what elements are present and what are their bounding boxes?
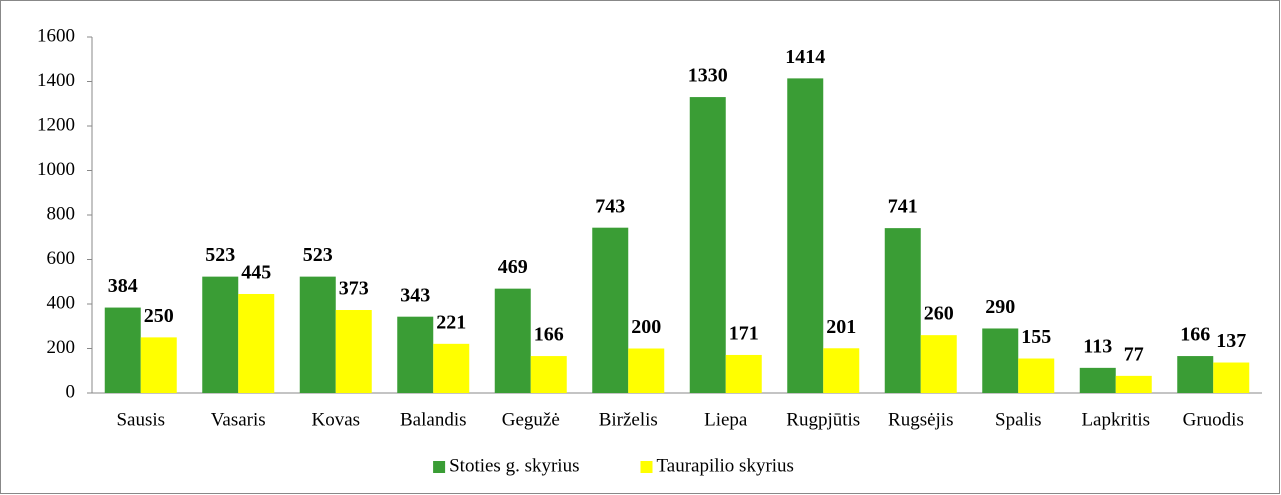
value-label: 445 xyxy=(241,262,271,284)
bar xyxy=(494,288,531,393)
bar xyxy=(920,335,957,393)
x-tick-label: Gruodis xyxy=(1183,409,1244,430)
y-tick-label: 200 xyxy=(47,337,76,358)
value-label: 171 xyxy=(729,323,759,345)
bar xyxy=(884,228,921,393)
legend-label: Taurapilio skyrius xyxy=(657,455,794,476)
bar xyxy=(628,348,665,393)
bar xyxy=(299,276,336,393)
x-tick-label: Sausis xyxy=(116,409,165,430)
y-tick-label: 400 xyxy=(47,292,76,313)
bar xyxy=(689,97,726,393)
bar xyxy=(140,337,177,393)
legend-swatch xyxy=(433,461,446,473)
value-label: 113 xyxy=(1083,335,1112,357)
x-tick-label: Kovas xyxy=(311,409,360,430)
legend-label: Stoties g. skyrius xyxy=(449,455,579,476)
bar xyxy=(823,348,860,393)
bar xyxy=(592,227,629,393)
bar xyxy=(397,316,434,393)
y-tick-label: 1600 xyxy=(37,25,75,46)
y-tick-label: 0 xyxy=(66,381,76,402)
x-tick-label: Gegužė xyxy=(502,409,560,430)
bar xyxy=(433,343,470,393)
value-label: 343 xyxy=(400,284,430,306)
value-label: 1414 xyxy=(785,46,825,68)
value-label: 137 xyxy=(1216,330,1246,352)
bar xyxy=(1213,362,1250,393)
value-label: 373 xyxy=(339,278,369,300)
value-label: 221 xyxy=(436,311,466,333)
bar xyxy=(335,310,372,393)
y-tick-label: 1400 xyxy=(37,70,75,91)
bar xyxy=(787,78,824,393)
value-label: 166 xyxy=(1180,324,1210,346)
value-label: 290 xyxy=(985,296,1015,318)
value-label: 1330 xyxy=(688,65,728,87)
value-label: 250 xyxy=(144,305,174,327)
bar xyxy=(1079,367,1116,393)
x-tick-label: Balandis xyxy=(400,409,467,430)
x-tick-label: Spalis xyxy=(995,409,1041,430)
value-label: 743 xyxy=(595,195,625,217)
bar xyxy=(104,307,141,393)
value-label: 523 xyxy=(303,244,333,266)
value-label: 741 xyxy=(888,196,918,218)
x-tick-label: Vasaris xyxy=(211,409,266,430)
x-tick-label: Rugpjūtis xyxy=(786,409,860,430)
bar xyxy=(530,356,567,393)
x-tick-label: Liepa xyxy=(704,409,748,430)
legend-swatch xyxy=(640,461,653,473)
bar xyxy=(982,328,1019,393)
bar xyxy=(1115,375,1152,393)
value-label: 384 xyxy=(108,275,138,297)
value-label: 260 xyxy=(924,303,954,325)
y-tick-label: 1000 xyxy=(37,159,75,180)
value-label: 523 xyxy=(205,244,235,266)
value-label: 469 xyxy=(498,256,528,278)
y-tick-label: 1200 xyxy=(37,114,75,135)
value-label: 155 xyxy=(1021,326,1051,348)
bar xyxy=(725,354,762,393)
value-label: 166 xyxy=(534,324,564,346)
bar xyxy=(238,293,275,393)
x-tick-label: Rugsėjis xyxy=(888,409,953,430)
value-label: 200 xyxy=(631,316,661,338)
value-label: 201 xyxy=(826,316,856,338)
y-tick-label: 800 xyxy=(47,203,76,224)
x-tick-label: Birželis xyxy=(599,409,658,430)
x-tick-label: Lapkritis xyxy=(1081,409,1150,430)
bar xyxy=(202,276,239,393)
bar xyxy=(1018,358,1055,393)
value-label: 77 xyxy=(1124,343,1144,365)
y-tick-label: 600 xyxy=(47,248,76,269)
bar xyxy=(1177,356,1214,393)
